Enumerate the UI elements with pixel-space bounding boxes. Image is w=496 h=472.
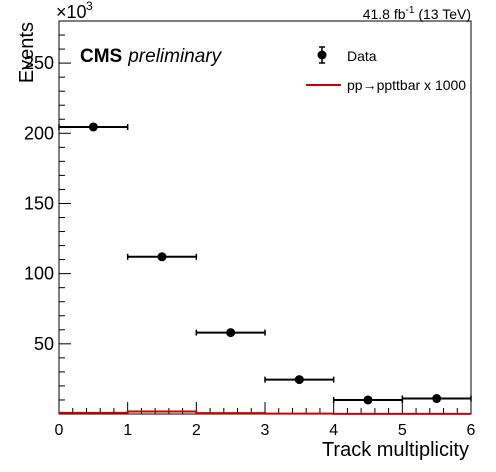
data-point-marker	[432, 394, 442, 404]
x-tick-label: 6	[467, 422, 476, 439]
x-tick-label: 0	[55, 422, 64, 439]
y-tick-label: 50	[34, 334, 54, 354]
mc-series	[59, 410, 471, 415]
x-tick-label: 3	[261, 422, 270, 439]
legend-label-mc: pp→ppttbar x 1000	[347, 77, 466, 93]
data-point-marker	[88, 122, 98, 132]
data-point	[126, 252, 198, 262]
x-tick-label: 5	[398, 422, 407, 439]
legend-data-marker	[317, 46, 327, 64]
data-point	[58, 122, 129, 132]
x-tick-label: 2	[192, 422, 201, 439]
y-tick-label: 250	[24, 53, 54, 73]
x-tick-label: 4	[329, 422, 338, 439]
y-tick-label: 150	[24, 193, 54, 213]
data-series	[58, 122, 472, 405]
data-point-marker	[363, 395, 373, 405]
legend-label-data: Data	[347, 48, 377, 64]
data-point	[332, 395, 404, 405]
y-axis-title: Events	[16, 22, 38, 83]
lumi-label: 41.8 fb-1 (13 TeV)	[363, 5, 471, 22]
experiment-label: CMS preliminary	[80, 46, 223, 67]
data-point-marker	[226, 328, 236, 338]
data-point-marker	[157, 252, 167, 262]
y-tick-label: 100	[24, 264, 54, 284]
legend: Data pp→ppttbar x 1000	[306, 46, 466, 93]
data-point	[264, 375, 335, 385]
y-tick-label: 200	[24, 123, 54, 143]
y-multiplier-exponent: 3	[86, 0, 93, 13]
data-point	[195, 328, 266, 338]
mc-histogram-line	[59, 410, 471, 415]
y-multiplier: ×10	[56, 2, 87, 22]
x-tick-label: 1	[123, 422, 132, 439]
data-point	[401, 394, 472, 404]
data-point-marker	[294, 375, 304, 385]
x-axis-title: Track multiplicity	[322, 439, 469, 461]
